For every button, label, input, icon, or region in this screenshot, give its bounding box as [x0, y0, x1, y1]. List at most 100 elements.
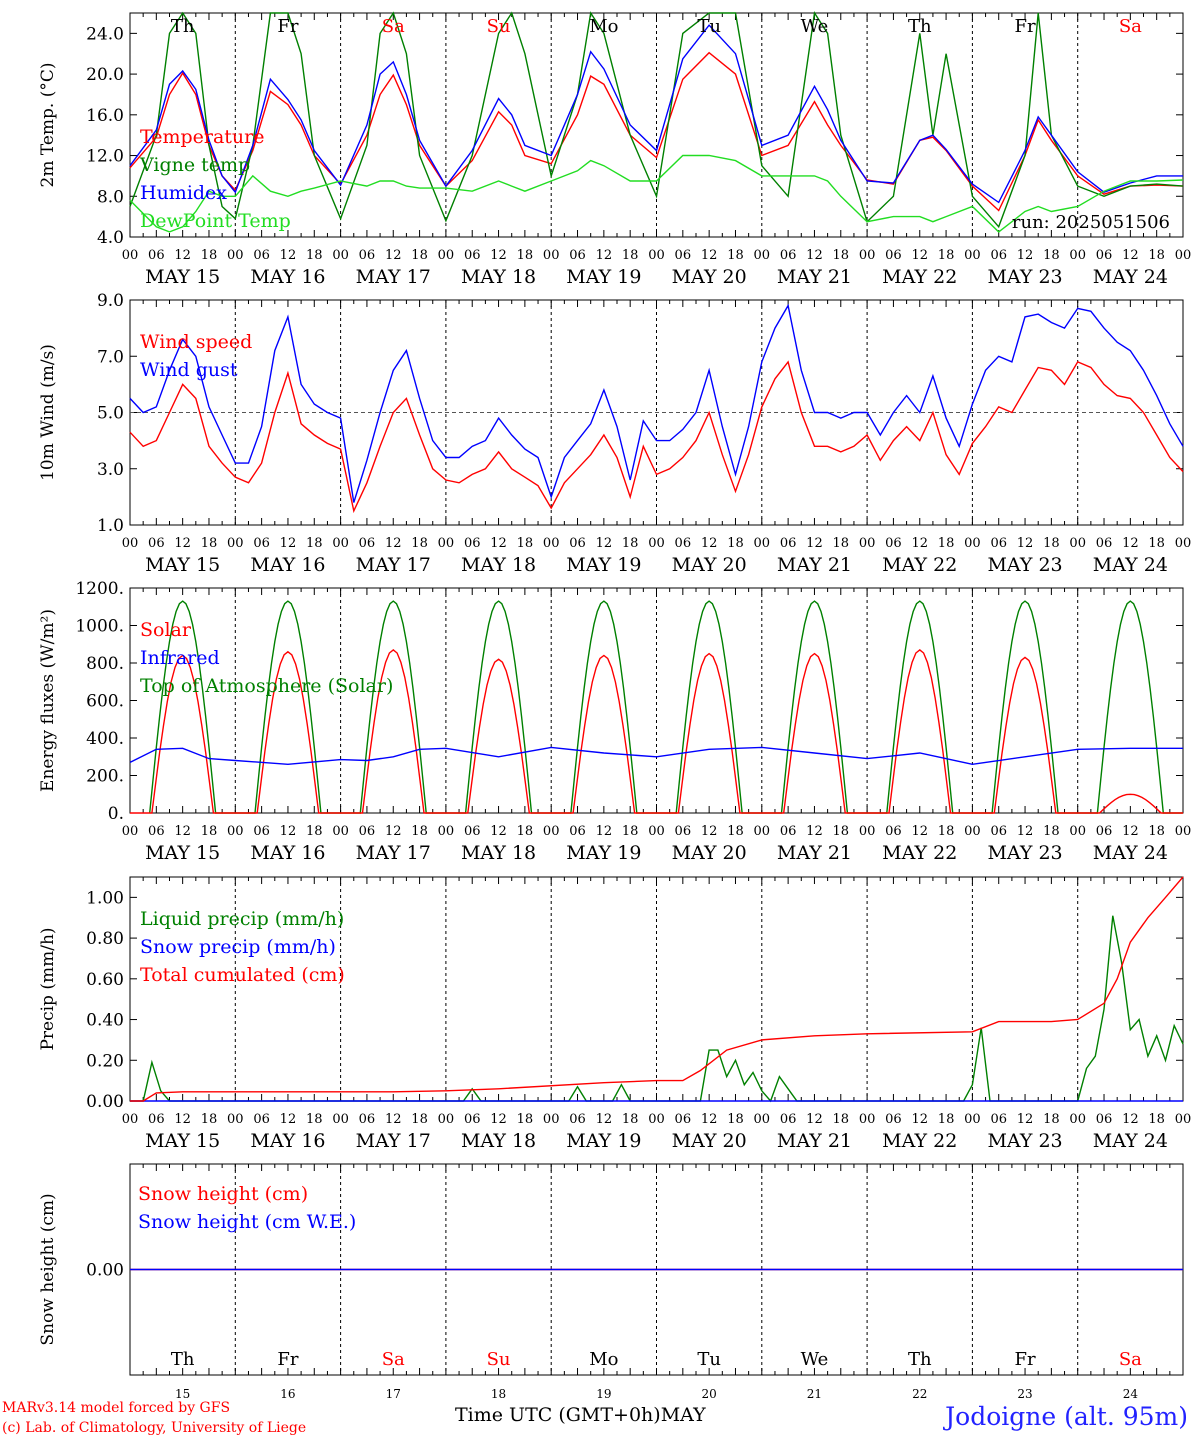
- hour-tick-label: 18: [517, 248, 534, 263]
- weekday-label: Mo: [589, 16, 618, 37]
- hour-tick-label: 00: [1175, 1112, 1192, 1127]
- day-label: MAY 19: [566, 554, 641, 576]
- hour-tick-label: 00: [859, 1112, 876, 1127]
- legend-entry: Snow precip (mm/h): [140, 936, 336, 958]
- hour-tick-label: 00: [438, 824, 455, 839]
- y-tick-label: 4.0: [97, 228, 124, 248]
- hour-tick-label: 18: [727, 248, 744, 263]
- y-tick-label: 200.: [86, 767, 124, 787]
- hour-tick-label: 06: [990, 248, 1007, 263]
- day-number-label: 23: [1017, 1387, 1032, 1401]
- hour-tick-label: 12: [596, 536, 613, 551]
- y-tick-label: 400.: [86, 729, 124, 749]
- weekday-label: Mo: [589, 1349, 618, 1370]
- weekday-label: Th: [171, 1349, 195, 1370]
- hour-tick-label: 18: [622, 1112, 639, 1127]
- hour-tick-label: 12: [280, 1112, 297, 1127]
- hour-tick-label: 06: [885, 1112, 902, 1127]
- hour-tick-label: 12: [280, 536, 297, 551]
- y-tick-label: 12.0: [86, 147, 124, 167]
- hour-tick-label: 18: [411, 824, 428, 839]
- hour-tick-label: 12: [911, 824, 928, 839]
- y-tick-label: 0.20: [86, 1051, 124, 1071]
- hour-tick-label: 12: [701, 824, 718, 839]
- day-label: MAY 22: [882, 1130, 957, 1152]
- hour-tick-label: 06: [990, 1112, 1007, 1127]
- weekday-label: Th: [908, 16, 932, 37]
- day-number-label: 19: [596, 1387, 611, 1401]
- hour-tick-label: 06: [1096, 824, 1113, 839]
- series-line-wind-speed: [129, 360, 1184, 514]
- legend-entry: Wind gust: [140, 359, 238, 381]
- lab-credit: (c) Lab. of Climatology, University of L…: [2, 1420, 307, 1436]
- day-label: MAY 18: [461, 1130, 536, 1152]
- hour-tick-label: 00: [543, 248, 560, 263]
- weekday-label: Tu: [697, 1349, 721, 1370]
- day-label: MAY 20: [672, 266, 747, 288]
- y-tick-label: 7.0: [97, 347, 124, 367]
- day-label: MAY 20: [672, 1130, 747, 1152]
- hour-tick-label: 12: [806, 1112, 823, 1127]
- hour-tick-label: 18: [622, 824, 639, 839]
- hour-tick-label: 18: [1043, 248, 1060, 263]
- hour-tick-label: 00: [1069, 536, 1086, 551]
- legend-entry: DewPoint Temp: [140, 210, 291, 232]
- day-label: MAY 24: [1093, 842, 1168, 864]
- hour-tick-label: 18: [411, 248, 428, 263]
- hour-tick-label: 00: [122, 1112, 139, 1127]
- hour-tick-label: 12: [490, 536, 507, 551]
- weekday-label: Sa: [382, 1349, 405, 1370]
- weekday-label: Fr: [1015, 1349, 1036, 1370]
- hour-tick-label: 06: [675, 248, 692, 263]
- hour-tick-label: 00: [543, 1112, 560, 1127]
- y-tick-label: 9.0: [97, 291, 124, 311]
- hour-tick-label: 06: [780, 248, 797, 263]
- day-label: MAY 22: [882, 842, 957, 864]
- hour-tick-label: 18: [1043, 824, 1060, 839]
- hour-tick-label: 12: [385, 248, 402, 263]
- hour-tick-label: 00: [1069, 1112, 1086, 1127]
- y-tick-label: 1.00: [86, 888, 124, 908]
- hour-tick-label: 18: [411, 1112, 428, 1127]
- hour-tick-label: 00: [648, 1112, 665, 1127]
- hour-tick-label: 12: [911, 248, 928, 263]
- hour-tick-label: 06: [780, 536, 797, 551]
- hour-tick-label: 06: [464, 536, 481, 551]
- hour-tick-label: 18: [622, 536, 639, 551]
- y-tick-label: 800.: [86, 654, 124, 674]
- legend-entry: Humidex: [140, 182, 227, 204]
- hour-tick-label: 00: [859, 248, 876, 263]
- weekday-label: Tu: [697, 16, 721, 37]
- hour-tick-label: 12: [490, 248, 507, 263]
- legend-entry: Wind speed: [140, 331, 252, 353]
- hour-tick-label: 06: [359, 248, 376, 263]
- y-axis-label: 10m Wind (m/s): [38, 344, 58, 481]
- day-label: MAY 17: [356, 554, 431, 576]
- hour-tick-label: 18: [1148, 536, 1165, 551]
- hour-tick-label: 00: [122, 536, 139, 551]
- hour-tick-label: 18: [517, 1112, 534, 1127]
- hour-tick-label: 12: [1122, 248, 1139, 263]
- legend-entry: Liquid precip (mm/h): [140, 908, 344, 930]
- hour-tick-label: 06: [148, 248, 165, 263]
- hour-tick-label: 12: [806, 248, 823, 263]
- hour-tick-label: 12: [701, 1112, 718, 1127]
- hour-tick-label: 06: [464, 248, 481, 263]
- hour-tick-label: 06: [359, 824, 376, 839]
- day-label: MAY 16: [250, 842, 325, 864]
- hour-tick-label: 18: [201, 824, 218, 839]
- hour-tick-label: 00: [648, 248, 665, 263]
- hour-tick-label: 00: [1175, 248, 1192, 263]
- hour-tick-label: 00: [964, 824, 981, 839]
- hour-tick-label: 00: [1175, 824, 1192, 839]
- hour-tick-label: 06: [885, 536, 902, 551]
- hour-tick-label: 12: [174, 824, 191, 839]
- hour-tick-label: 12: [1122, 824, 1139, 839]
- hour-tick-label: 12: [701, 536, 718, 551]
- hour-tick-label: 12: [806, 536, 823, 551]
- hour-tick-label: 18: [517, 824, 534, 839]
- y-tick-label: 0.00: [86, 1261, 124, 1281]
- weekday-label: Fr: [277, 16, 298, 37]
- day-label: MAY 19: [566, 842, 641, 864]
- hour-tick-label: 00: [648, 536, 665, 551]
